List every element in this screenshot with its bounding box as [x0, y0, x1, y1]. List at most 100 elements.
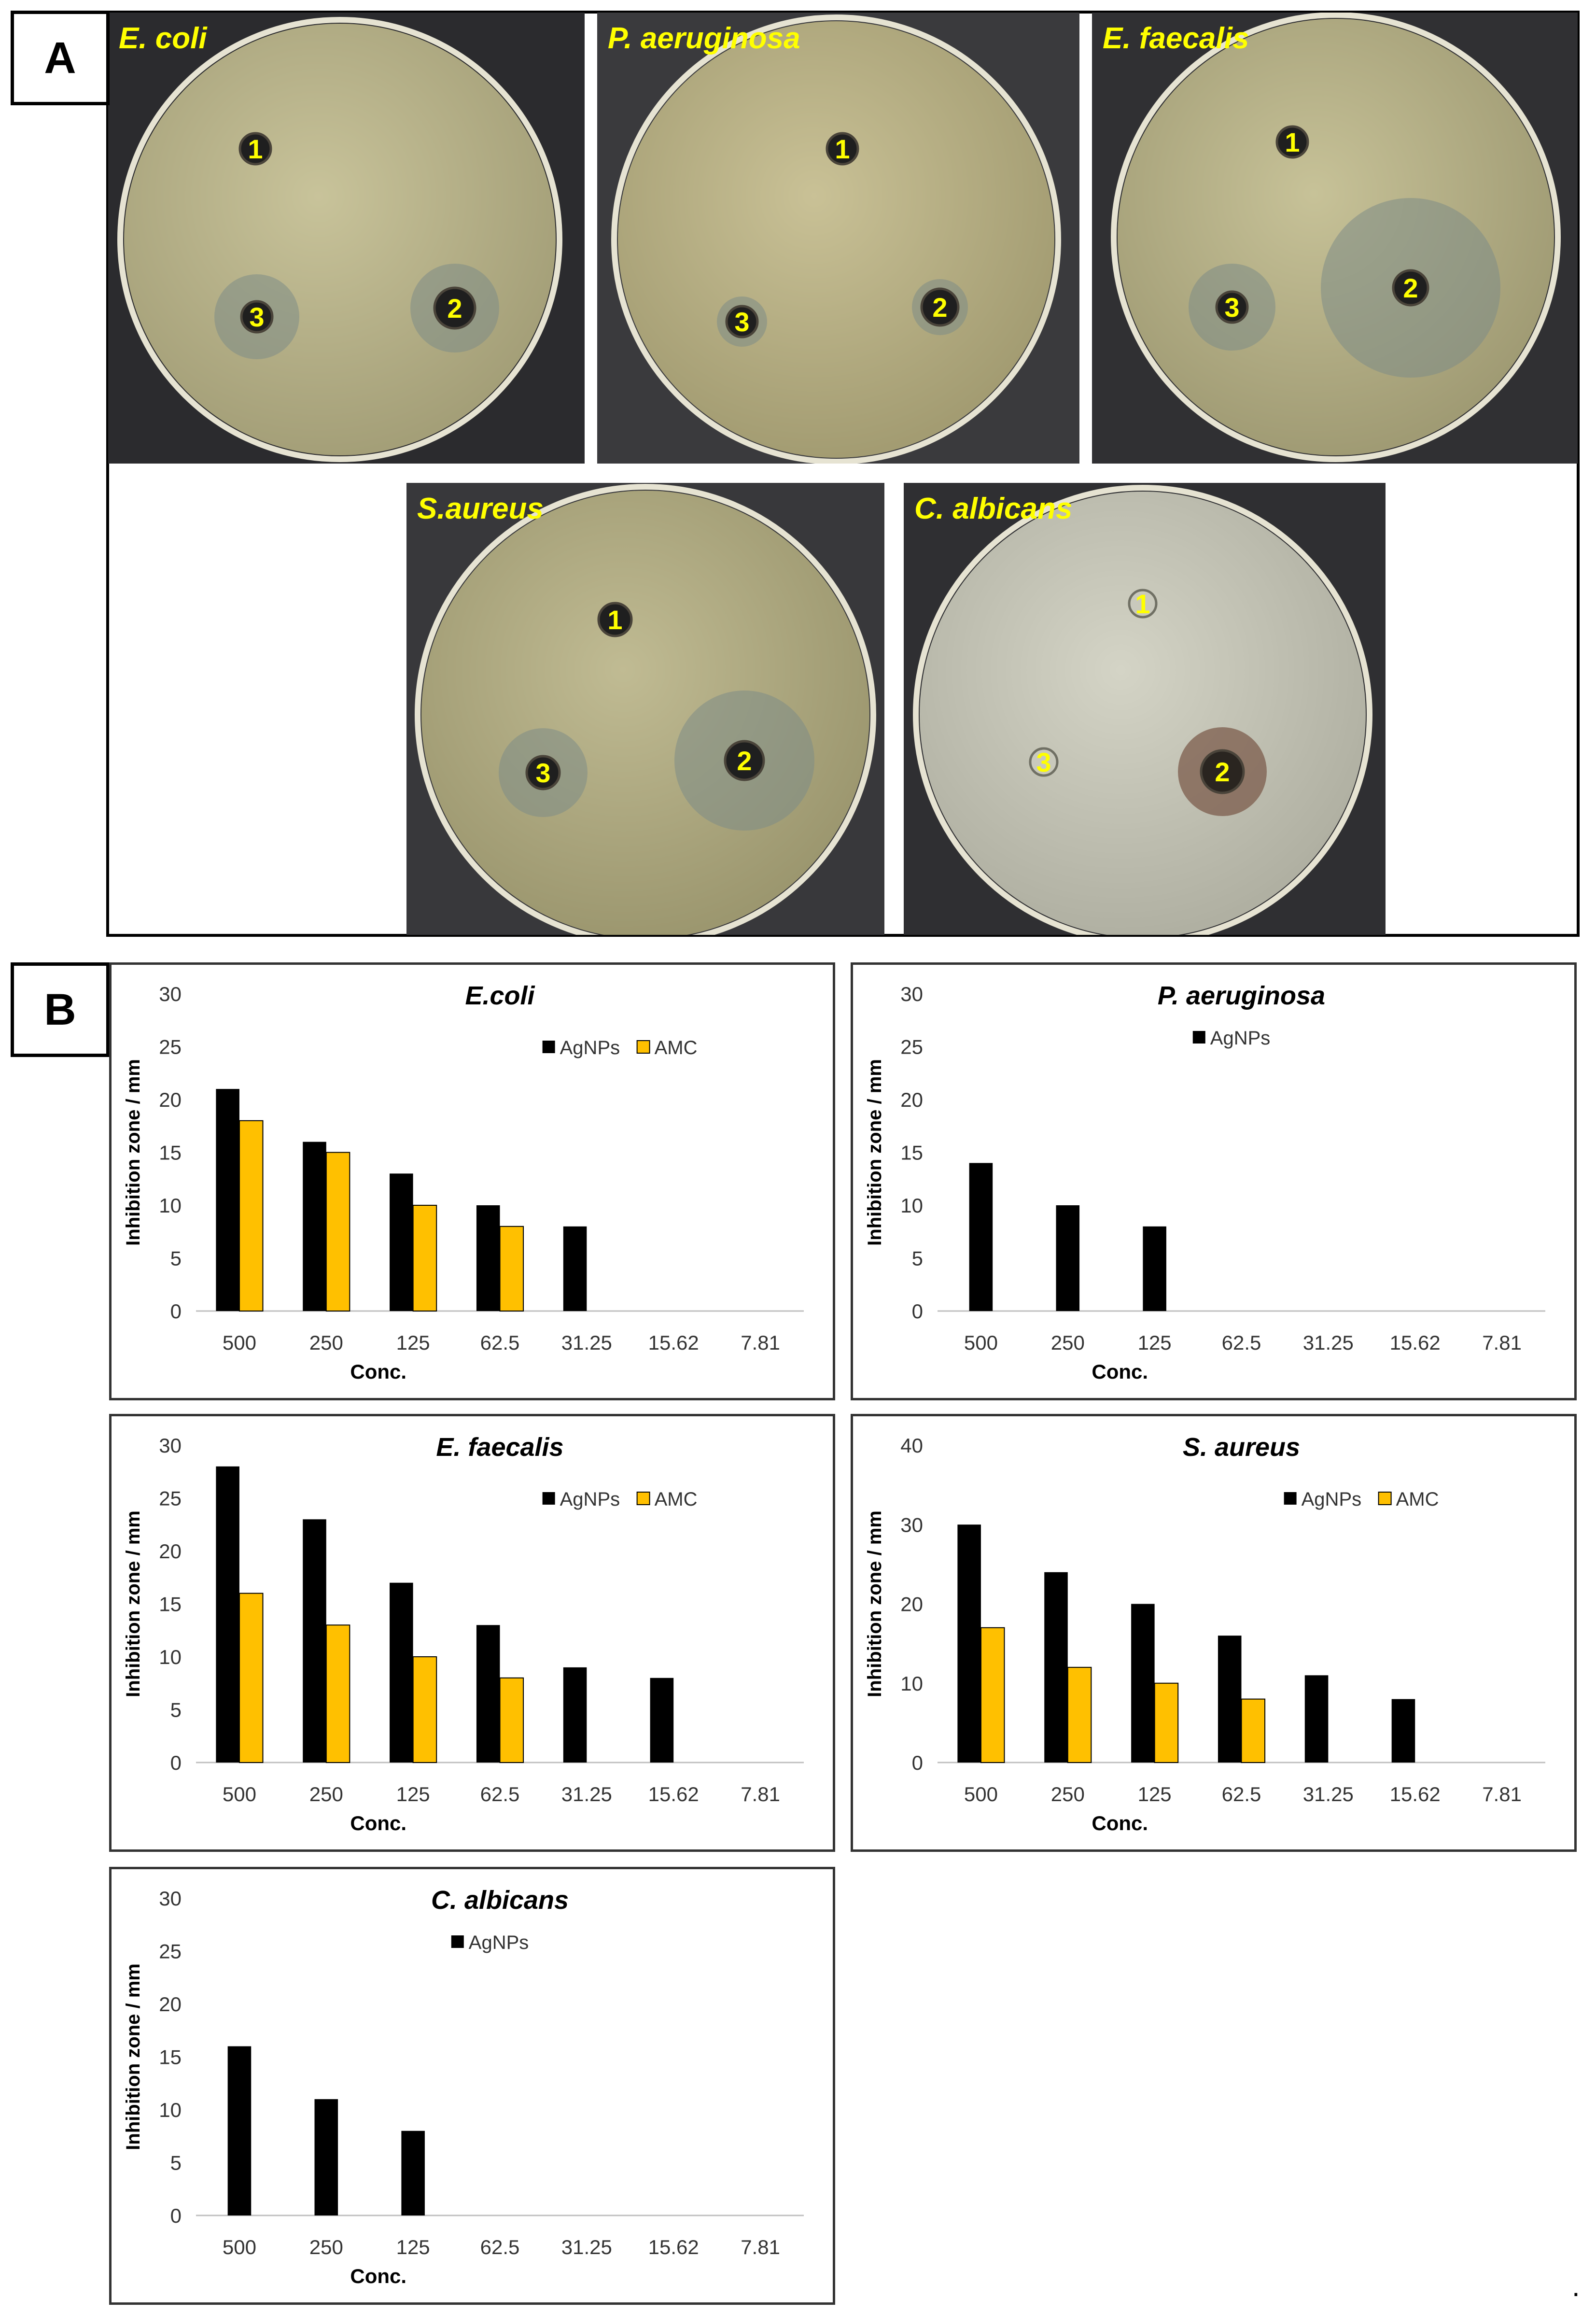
x-tick-label: 31.25 — [561, 2236, 612, 2258]
well-label: 3 — [249, 302, 264, 332]
chart-title: E. faecalis — [436, 1433, 563, 1462]
y-tick-label: 15 — [900, 1142, 923, 1164]
x-tick-label: 15.62 — [1390, 1331, 1441, 1354]
bar-agnps — [1056, 1205, 1080, 1311]
chart-title: S. aureus — [1183, 1433, 1300, 1462]
legend-swatch-agnps — [1192, 1031, 1205, 1044]
chart-e-faecalis: E. faecalis 0 5 10 15 20 25 30 500 250 125 62.5 31.2… — [109, 1414, 835, 1852]
x-axis-label: Conc. — [1092, 1360, 1148, 1383]
plate-organism-label: E. faecalis — [1103, 22, 1249, 55]
bar-agnps — [227, 2046, 252, 2215]
chart-e-coli: E.coli 0 5 10 15 20 25 30 500 250 125 62.5 31.25 15.6… — [109, 962, 835, 1400]
bar-agnps — [401, 2130, 425, 2215]
y-tick-label: 20 — [159, 1993, 182, 2016]
legend-swatch-amc — [1378, 1492, 1392, 1505]
plate-organism-label: P. aeruginosa — [608, 22, 800, 55]
panel-b-label: B — [11, 962, 110, 1057]
bar-agnps — [476, 1205, 500, 1311]
well-label: 1 — [1285, 127, 1300, 157]
x-tick-label: 250 — [309, 1783, 343, 1805]
y-tick-label: 40 — [900, 1434, 923, 1457]
x-tick-label: 15.62 — [648, 1331, 699, 1354]
chart-svg: C. albicans 0 5 10 15 20 25 30 500 250 125 62.5 31.2… — [123, 1886, 804, 2287]
y-tick-label: 0 — [912, 1751, 923, 1774]
y-tick-label: 30 — [159, 1887, 182, 1910]
bar-agnps — [390, 1173, 413, 1311]
legend-swatch-agnps — [542, 1041, 555, 1053]
plate-svg: 1 2 3 C. albicans — [904, 483, 1386, 935]
x-tick-label: 7.81 — [741, 2236, 780, 2258]
x-tick-label: 250 — [309, 2236, 343, 2258]
x-axis-label: Conc. — [350, 1360, 406, 1383]
well-label: 2 — [932, 292, 947, 323]
x-tick-label: 125 — [1138, 1331, 1172, 1354]
bar-agnps — [563, 1226, 587, 1311]
x-tick-label: 125 — [396, 1331, 430, 1354]
y-tick-label: 25 — [159, 1487, 182, 1510]
y-tick-label: 0 — [170, 2204, 182, 2227]
y-tick-label: 10 — [900, 1194, 923, 1217]
bar-amc — [325, 1624, 350, 1763]
chart-s-aureus: S. aureus 0 10 20 30 40 500 250 125 62.5 31.25 15.6… — [851, 1414, 1577, 1852]
plate-photo-e-coli: 1 2 3 E. coli — [108, 13, 585, 464]
y-tick-label: 20 — [159, 1540, 182, 1563]
well-label: 3 — [1036, 747, 1051, 777]
agar-well — [1275, 125, 1309, 159]
plate-svg: 1 2 3 E. coli — [108, 13, 585, 464]
bar-agnps — [969, 1163, 993, 1311]
bar-amc — [1067, 1666, 1092, 1763]
well-label: 3 — [1224, 292, 1239, 323]
x-tick-label: 500 — [964, 1331, 998, 1354]
agar-well — [238, 132, 272, 166]
panel-a-label: A — [11, 11, 110, 105]
x-tick-label: 62.5 — [480, 1783, 520, 1805]
well-label: 3 — [535, 758, 550, 788]
bar-agnps — [303, 1142, 326, 1311]
bar-agnps — [957, 1524, 981, 1763]
plate-photo-s-aureus: 1 2 3 S.aureus — [406, 483, 884, 935]
x-axis-label: Conc. — [350, 1812, 406, 1834]
y-tick-label: 10 — [159, 2099, 182, 2121]
petri-dish-rim — [913, 485, 1372, 935]
chart-title: C. albicans — [431, 1886, 569, 1915]
y-tick-label: 30 — [900, 983, 923, 1005]
bar-amc — [1241, 1698, 1266, 1763]
x-tick-label: 7.81 — [1482, 1331, 1522, 1354]
y-tick-label: 30 — [900, 1513, 923, 1536]
legend-label-amc: AMC — [655, 1489, 698, 1510]
legend-label-agnps: AgNPs — [469, 1932, 529, 1953]
bar-amc — [499, 1226, 524, 1312]
legend-label-amc: AMC — [655, 1037, 698, 1058]
y-tick-label: 0 — [170, 1751, 182, 1774]
x-tick-label: 31.25 — [1303, 1783, 1354, 1805]
legend-swatch-agnps — [451, 1935, 464, 1948]
well-label: 1 — [248, 134, 263, 164]
bar-amc — [412, 1205, 437, 1312]
plate-organism-label: C. albicans — [914, 492, 1072, 525]
well-label: 1 — [835, 134, 850, 164]
y-axis-label: Inhibition zone / mm — [123, 1963, 144, 2150]
trailing-mark: . — [1572, 2270, 1580, 2302]
bar-agnps — [216, 1089, 239, 1311]
y-tick-label: 15 — [159, 1593, 182, 1616]
legend-swatch-amc — [636, 1492, 650, 1505]
x-tick-label: 7.81 — [741, 1331, 780, 1354]
x-tick-label: 7.81 — [1482, 1783, 1522, 1805]
x-tick-label: 31.25 — [561, 1783, 612, 1805]
agar-well — [826, 132, 859, 166]
plate-photo-p-aeruginosa: 1 2 3 P. aeruginosa — [597, 13, 1079, 464]
y-tick-label: 25 — [159, 1940, 182, 1963]
chart-c-albicans: C. albicans 0 5 10 15 20 25 30 500 250 125 62.5 31.2… — [109, 1867, 835, 2305]
y-tick-label: 30 — [159, 983, 182, 1005]
y-tick-label: 10 — [900, 1672, 923, 1695]
y-tick-label: 25 — [900, 1036, 923, 1058]
legend-label-agnps: AgNPs — [560, 1489, 620, 1510]
x-tick-label: 62.5 — [480, 1331, 520, 1354]
legend-swatch-amc — [636, 1040, 650, 1054]
agar-well — [1215, 290, 1249, 324]
y-tick-label: 15 — [159, 1142, 182, 1164]
bar-agnps — [314, 2099, 338, 2215]
legend-label-agnps: AgNPs — [560, 1037, 620, 1058]
x-tick-label: 250 — [309, 1331, 343, 1354]
bar-agnps — [303, 1519, 326, 1763]
